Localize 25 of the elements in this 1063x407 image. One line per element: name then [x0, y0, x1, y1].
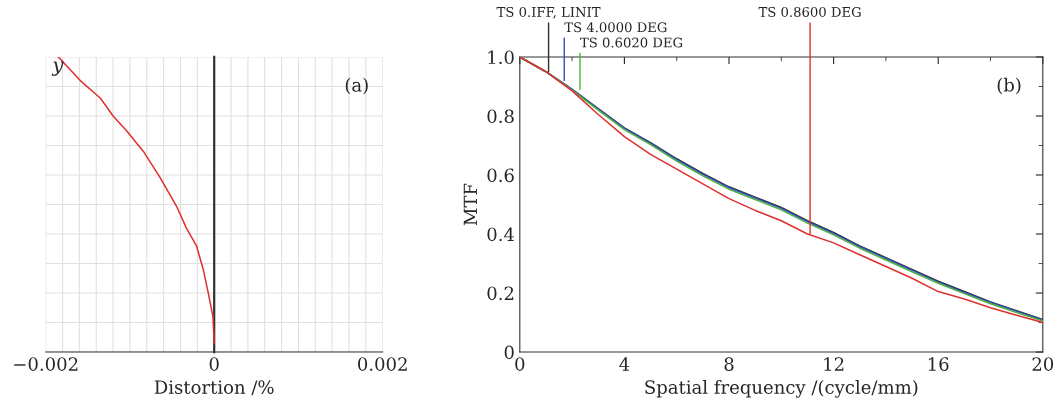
x-tick-label: 20: [1032, 357, 1054, 371]
annotation: TS 0.8600 DEG: [758, 6, 861, 17]
x-tick-label: 0.002: [358, 357, 407, 371]
y-tick-label: 0.6: [487, 168, 514, 183]
x-tick-label: −0.002: [14, 357, 78, 371]
annotation: TS 4.0000 DEG: [564, 22, 667, 33]
y-tick-label: 0.8: [487, 109, 514, 124]
x-axis-title: Distortion /%: [154, 380, 274, 396]
annotation: TS 0.IFF, LINIT: [496, 6, 601, 19]
y-axis-title: MTF: [463, 183, 477, 226]
annotation: (a): [345, 77, 368, 95]
x-tick-label: 0: [515, 357, 525, 371]
x-tick-label: 12: [824, 357, 844, 371]
x-tick-label: 4: [619, 357, 630, 371]
y-tick-label: 0.4: [487, 227, 515, 242]
x-tick-label: 16: [928, 357, 949, 371]
x-axis-title: Spatial frequency /(cycle/mm): [645, 379, 918, 398]
x-tick-label: 8: [724, 357, 734, 371]
x-tick-label: 0: [209, 357, 219, 371]
y-tick-label: 0.2: [487, 286, 514, 301]
y-tick-label: 0: [504, 345, 514, 360]
annotation: TS 0.6020 DEG: [580, 37, 683, 48]
y-tick-label: 1.0: [488, 50, 514, 65]
y-axis-title: y: [51, 61, 64, 76]
annotation: (b): [997, 77, 1021, 95]
